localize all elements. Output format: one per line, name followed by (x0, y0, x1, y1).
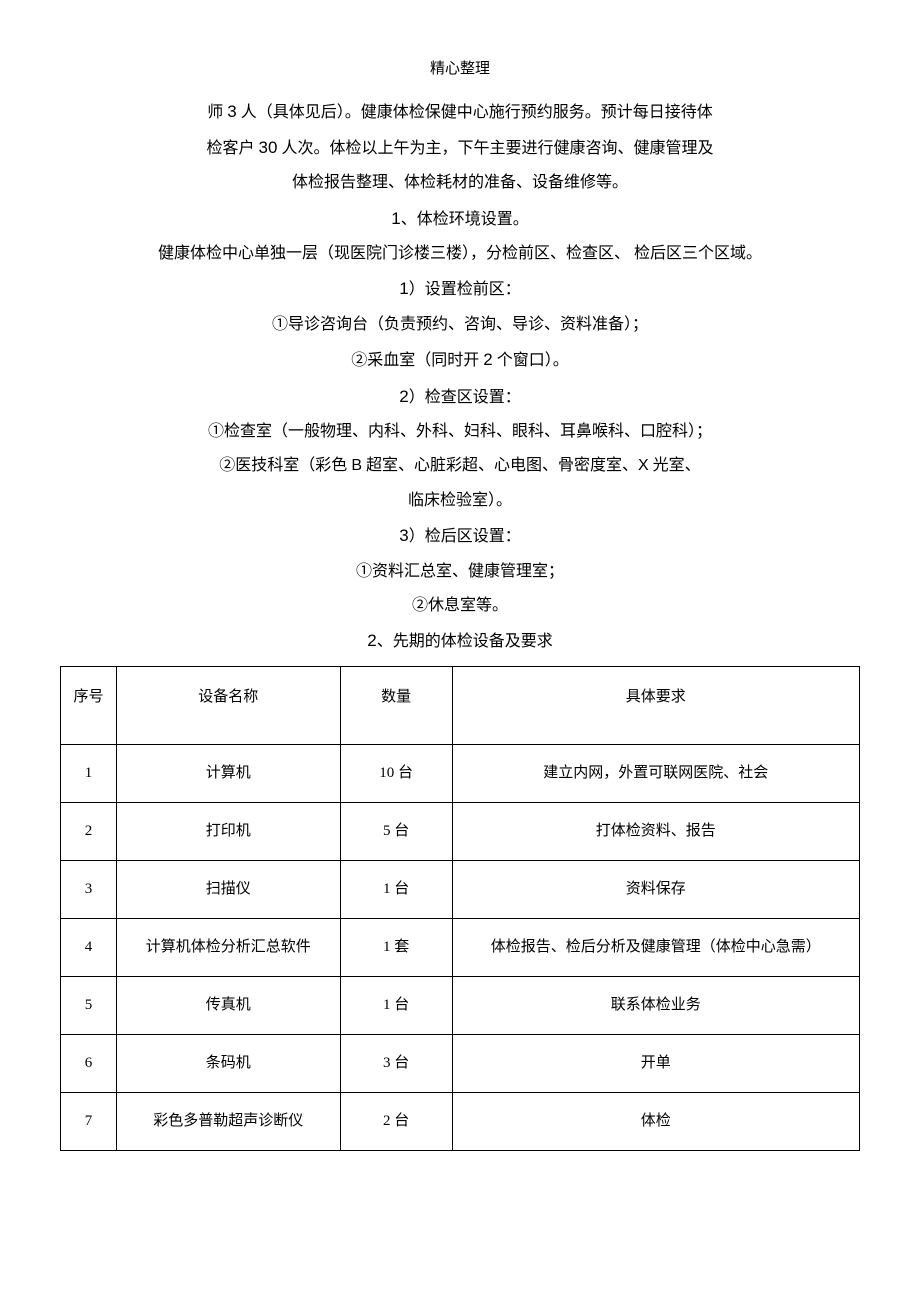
sub-1-line-1: ①导诊咨询台（负责预约、咨询、导诊、资料准备）； (60, 310, 860, 340)
cell-req: 体检 (452, 1092, 860, 1150)
text: ）设置检前区： (409, 281, 521, 298)
cell-qty: 1 台 (340, 976, 452, 1034)
cell-req: 开单 (452, 1034, 860, 1092)
cell-qty: 3 台 (340, 1034, 452, 1092)
table-row: 4 计算机体检分析汇总软件 1 套 体检报告、检后分析及健康管理（体检中心急需） (61, 918, 860, 976)
text: ②医技科室（彩色 (219, 457, 351, 474)
text: 超室、心脏彩超、心电图、骨密度室、 (362, 457, 638, 474)
sub-2-line-3: 临床检验室）。 (60, 486, 860, 516)
section-1-title: 1、体检环境设置。 (60, 203, 860, 235)
sub-1-title: 1）设置检前区： (60, 273, 860, 305)
number: 1 (399, 279, 408, 298)
header-qty: 数量 (340, 666, 452, 744)
page-header: 精心整理 (60, 55, 860, 84)
cell-req: 体检报告、检后分析及健康管理（体检中心急需） (452, 918, 860, 976)
number: 3 (399, 526, 408, 545)
text: 、体检环境设置。 (401, 211, 529, 228)
number: 30 (259, 138, 278, 157)
text: ）检查区设置： (409, 389, 521, 406)
text: 光室、 (649, 457, 701, 474)
table-row: 6 条码机 3 台 开单 (61, 1034, 860, 1092)
header-req: 具体要求 (452, 666, 860, 744)
cell-req: 资料保存 (452, 860, 860, 918)
cell-seq: 2 (61, 802, 117, 860)
cell-req: 建立内网，外置可联网医院、社会 (452, 744, 860, 802)
intro-line-3: 体检报告整理、体检耗材的准备、设备维修等。 (60, 168, 860, 198)
sub-3-line-1: ①资料汇总室、健康管理室； (60, 557, 860, 587)
number: 2 (367, 631, 376, 650)
number: 2 (483, 350, 492, 369)
header-name: 设备名称 (116, 666, 340, 744)
table-row: 5 传真机 1 台 联系体检业务 (61, 976, 860, 1034)
cell-req: 打体检资料、报告 (452, 802, 860, 860)
sub-2-title: 2）检查区设置： (60, 381, 860, 413)
sub-1-line-2: ②采血室（同时开 2 个窗口）。 (60, 344, 860, 376)
text: 个窗口）。 (493, 352, 569, 369)
intro-line-2: 检客户 30 人次。体检以上午为主，下午主要进行健康咨询、健康管理及 (60, 132, 860, 164)
cell-name: 计算机体检分析汇总软件 (116, 918, 340, 976)
text: 师 (207, 104, 227, 121)
cell-seq: 4 (61, 918, 117, 976)
cell-seq: 6 (61, 1034, 117, 1092)
text: 、先期的体检设备及要求 (377, 633, 553, 650)
cell-name: 彩色多普勒超声诊断仪 (116, 1092, 340, 1150)
cell-name: 条码机 (116, 1034, 340, 1092)
table-row: 1 计算机 10 台 建立内网，外置可联网医院、社会 (61, 744, 860, 802)
section-2-title: 2、先期的体检设备及要求 (60, 625, 860, 657)
cell-name: 扫描仪 (116, 860, 340, 918)
number: 1 (391, 209, 400, 228)
cell-seq: 5 (61, 976, 117, 1034)
cell-seq: 1 (61, 744, 117, 802)
text: ②采血室（同时开 (351, 352, 483, 369)
sub-3-line-2: ②休息室等。 (60, 591, 860, 621)
cell-seq: 7 (61, 1092, 117, 1150)
table-row: 7 彩色多普勒超声诊断仪 2 台 体检 (61, 1092, 860, 1150)
header-seq: 序号 (61, 666, 117, 744)
cell-name: 打印机 (116, 802, 340, 860)
cell-name: 传真机 (116, 976, 340, 1034)
cell-qty: 5 台 (340, 802, 452, 860)
sub-2-line-1: ①检查室（一般物理、内科、外科、妇科、眼科、耳鼻喉科、口腔科）； (60, 417, 860, 447)
cell-qty: 10 台 (340, 744, 452, 802)
cell-name: 计算机 (116, 744, 340, 802)
equipment-table: 序号 设备名称 数量 具体要求 1 计算机 10 台 建立内网，外置可联网医院、… (60, 666, 860, 1151)
table-header-row: 序号 设备名称 数量 具体要求 (61, 666, 860, 744)
number: 2 (399, 387, 408, 406)
cell-seq: 3 (61, 860, 117, 918)
cell-qty: 2 台 (340, 1092, 452, 1150)
text: 人（具体见后）。健康体检保健中心施行预约服务。预计每日接待体 (237, 104, 713, 121)
letter: B (351, 457, 362, 474)
text: 人次。体检以上午为主，下午主要进行健康咨询、健康管理及 (277, 140, 713, 157)
letter: X (638, 457, 649, 474)
table-row: 3 扫描仪 1 台 资料保存 (61, 860, 860, 918)
cell-qty: 1 套 (340, 918, 452, 976)
number: 3 (227, 102, 236, 121)
text: 检客户 (207, 140, 259, 157)
cell-req: 联系体检业务 (452, 976, 860, 1034)
sub-2-line-2: ②医技科室（彩色 B 超室、心脏彩超、心电图、骨密度室、X 光室、 (60, 451, 860, 481)
intro-line-1: 师 3 人（具体见后）。健康体检保健中心施行预约服务。预计每日接待体 (60, 96, 860, 128)
sub-3-title: 3）检后区设置： (60, 520, 860, 552)
cell-qty: 1 台 (340, 860, 452, 918)
section-1-p1: 健康体检中心单独一层（现医院门诊楼三楼），分检前区、检查区、 检后区三个区域。 (60, 239, 860, 269)
text: ）检后区设置： (409, 528, 521, 545)
table-row: 2 打印机 5 台 打体检资料、报告 (61, 802, 860, 860)
